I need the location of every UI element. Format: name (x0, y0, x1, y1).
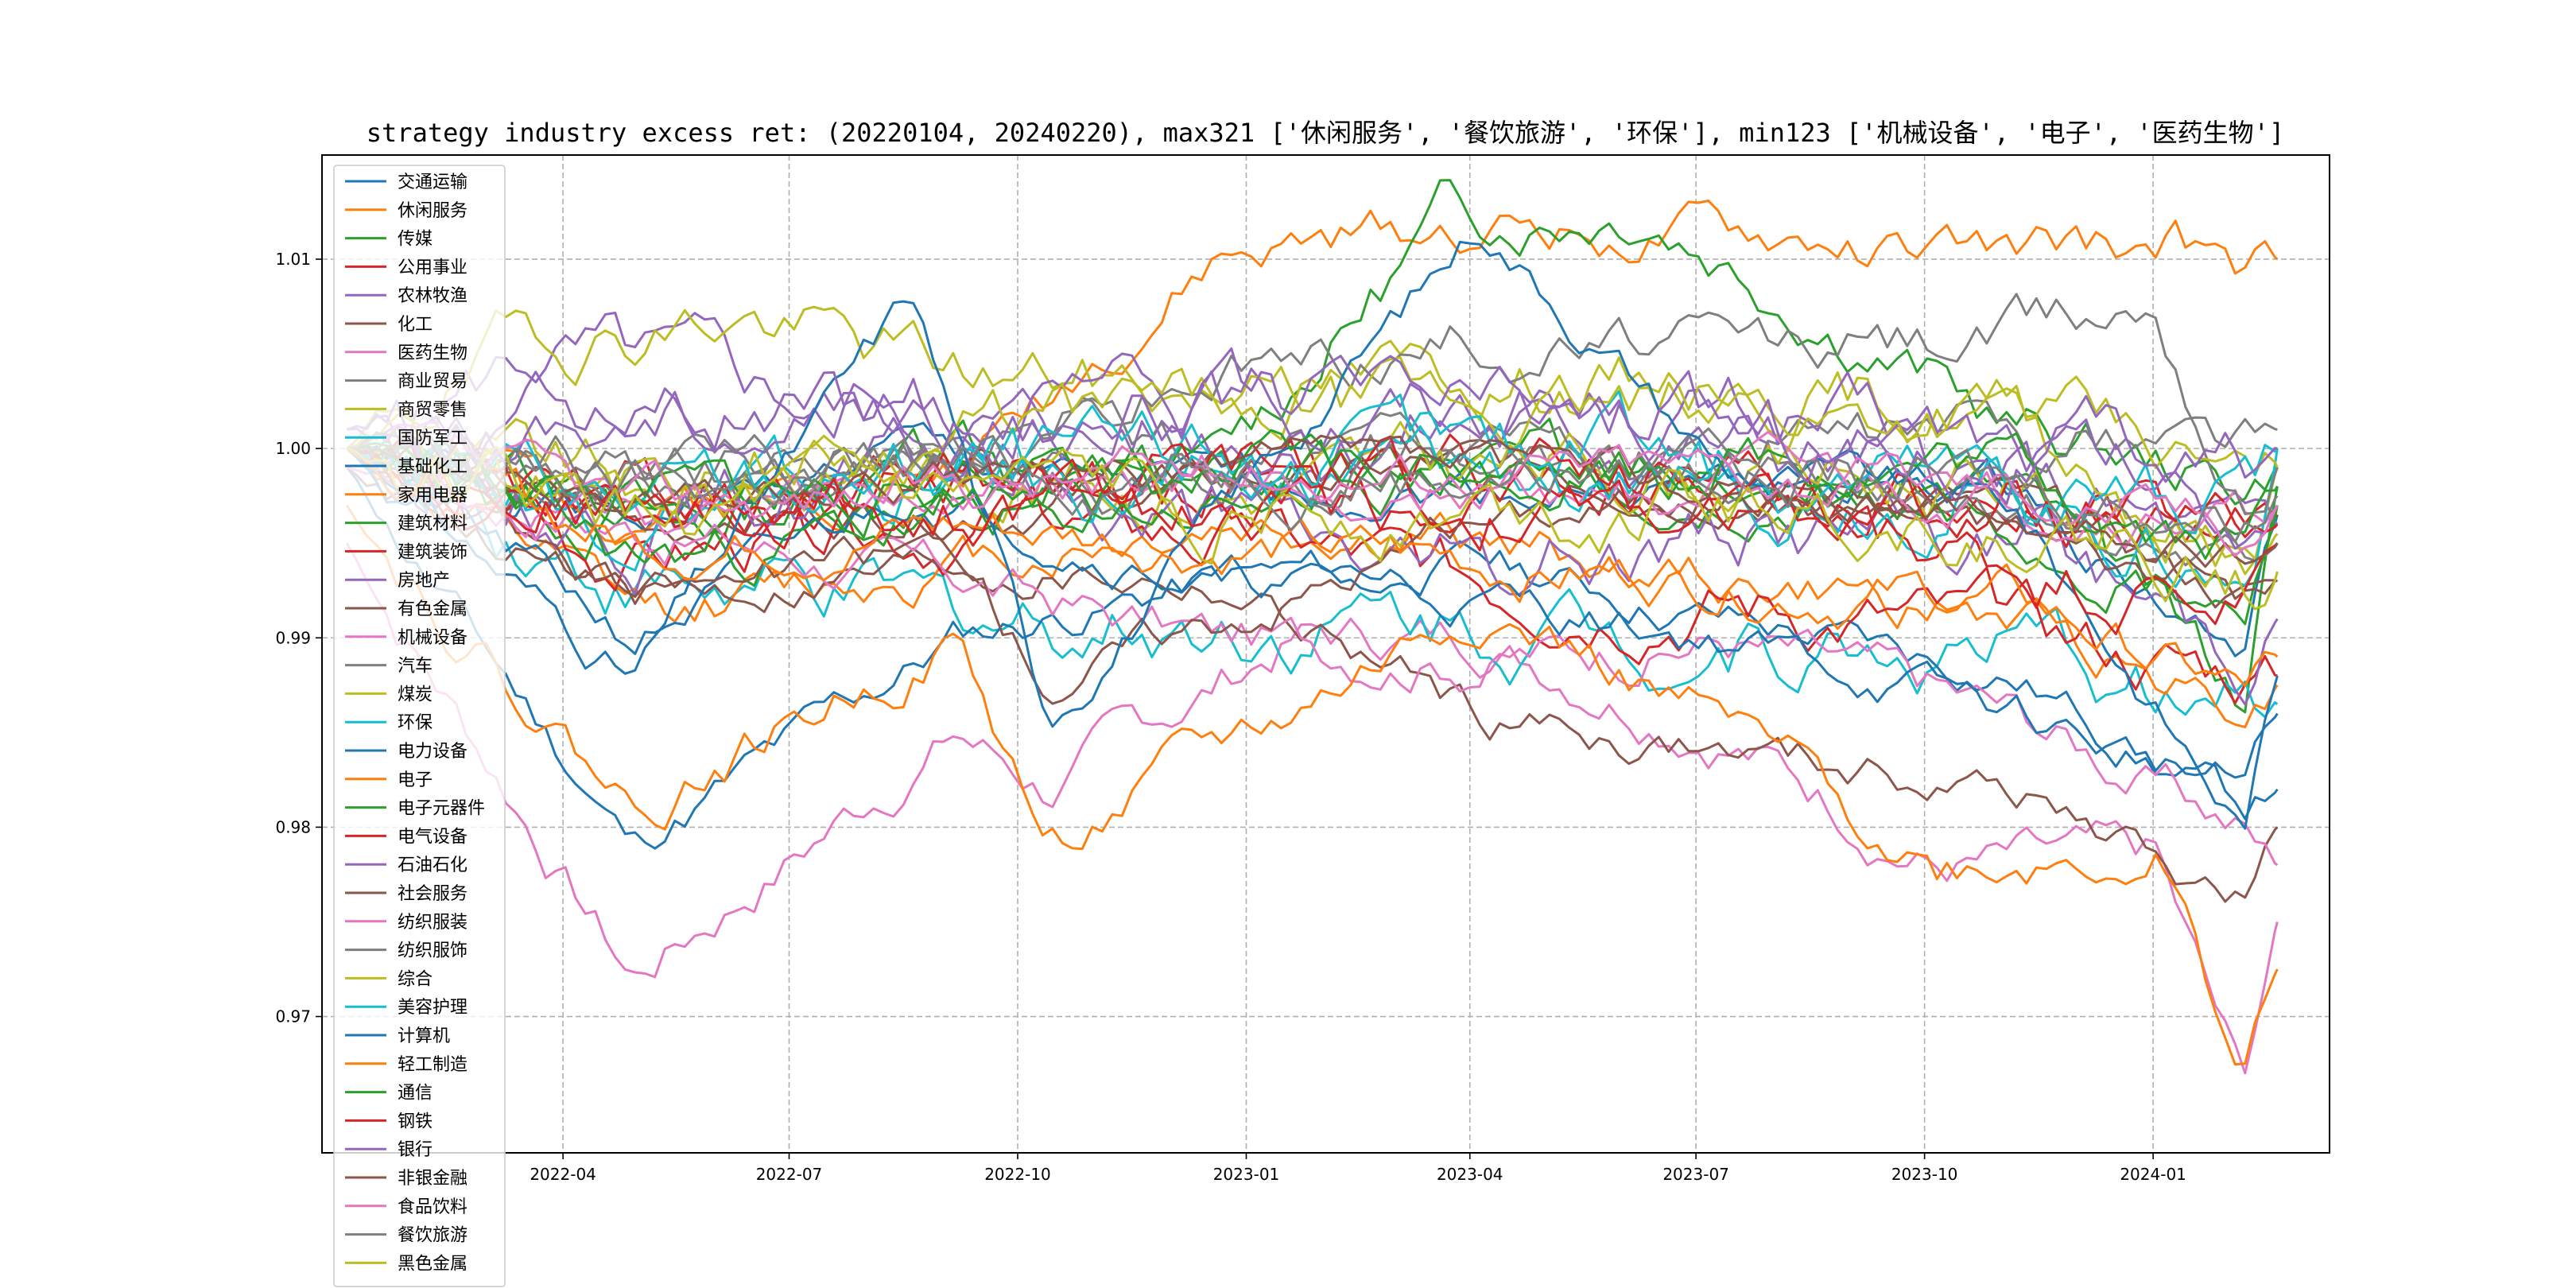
x-tick-label: 2022-04 (530, 1165, 596, 1184)
legend-label: 通信 (398, 1084, 433, 1104)
legend-label: 公用事业 (398, 258, 467, 277)
x-tick-label: 2023-07 (1662, 1165, 1729, 1184)
legend-label: 纺织服饰 (398, 941, 467, 961)
legend-label: 石油石化 (398, 855, 467, 875)
series-line (346, 447, 2279, 635)
series-lines (345, 179, 2279, 1075)
series-line (346, 433, 2279, 546)
legend-label: 汽车 (398, 657, 433, 677)
series-line (346, 447, 2279, 688)
plot-frame (321, 154, 2330, 1154)
legend-label: 银行 (398, 1140, 433, 1160)
legend-label: 食品饮料 (398, 1197, 467, 1217)
legend-label: 建筑装饰 (398, 542, 467, 562)
series-line (347, 434, 2279, 550)
legend: 交通运输休闲服务传媒公用事业农林牧渔化工医药生物商业贸易商贸零售国防军工基础化工… (333, 165, 506, 1287)
x-tick-label: 2024-01 (2120, 1165, 2186, 1184)
legend-label: 环保 (398, 713, 433, 733)
legend-label: 休闲服务 (398, 201, 467, 221)
legend-label: 传媒 (398, 230, 433, 250)
legend-label: 商业贸易 (398, 372, 467, 392)
legend-label: 纺织服装 (398, 913, 467, 933)
legend-label: 社会服务 (398, 884, 467, 904)
legend-label: 计算机 (398, 1026, 450, 1046)
chart-title: strategy industry excess ret: (20220104,… (367, 118, 2284, 148)
legend-label: 煤炭 (398, 685, 433, 704)
legend-label: 机械设备 (398, 628, 467, 648)
x-tick-label: 2023-01 (1213, 1165, 1280, 1184)
series-line (346, 504, 2279, 1066)
legend-label: 轻工制造 (398, 1055, 467, 1075)
y-tick-label: 1.00 (275, 439, 311, 458)
x-tick-label: 2023-04 (1437, 1165, 1503, 1184)
series-line (346, 466, 2279, 850)
legend-label: 黑色金属 (398, 1254, 467, 1274)
legend-label: 化工 (398, 315, 433, 335)
grid (322, 155, 2330, 1153)
series-line (347, 431, 2279, 544)
series-line (346, 356, 2279, 517)
legend-label: 非银金融 (398, 1169, 467, 1189)
legend-label: 餐饮旅游 (398, 1226, 467, 1246)
series-line (346, 200, 2279, 544)
legend-label: 钢铁 (398, 1111, 433, 1131)
x-tick-label: 2023-10 (1891, 1165, 1958, 1184)
legend-label: 电气设备 (398, 827, 467, 847)
series-line (346, 421, 2279, 557)
y-tick-label: 0.98 (275, 817, 311, 836)
series-line (346, 305, 2279, 576)
legend-label: 家用电器 (398, 486, 467, 506)
legend-label: 综合 (398, 969, 433, 989)
series-line (347, 179, 2279, 561)
y-tick-label: 0.97 (275, 1007, 311, 1026)
y-tick-label: 1.01 (275, 250, 311, 269)
x-tick-label: 2022-07 (756, 1165, 823, 1184)
legend-label: 房地产 (398, 571, 450, 591)
series-line (345, 542, 2279, 1075)
legend-label: 建筑材料 (398, 514, 467, 534)
legend-label: 基础化工 (398, 457, 467, 477)
legend-label: 电子元器件 (398, 799, 485, 819)
legend-label: 美容护理 (398, 998, 467, 1018)
series-line (346, 430, 2279, 549)
legend-label: 电力设备 (398, 742, 467, 762)
legend-label: 商贸零售 (398, 400, 467, 420)
series-line (346, 434, 2279, 568)
legend-label: 国防军工 (398, 429, 467, 448)
series-line (347, 352, 2279, 550)
series-line (346, 434, 2279, 611)
legend-label: 交通运输 (398, 173, 467, 192)
series-line (347, 293, 2279, 515)
y-tick-label: 0.99 (275, 628, 311, 647)
series-line (347, 394, 2279, 534)
legend-label: 电子 (398, 770, 433, 790)
legend-label: 有色金属 (398, 599, 467, 619)
series-line (346, 347, 2278, 506)
series-line (346, 466, 2279, 903)
legend-label: 农林牧渔 (398, 286, 467, 306)
legend-label: 医药生物 (398, 343, 467, 363)
x-tick-label: 2022-10 (984, 1165, 1051, 1184)
axes: 0.97 0.98 0.99 1.00 1.01 2022-04 2022-07 2022-1… (275, 250, 2186, 1184)
series-line (346, 448, 2279, 779)
